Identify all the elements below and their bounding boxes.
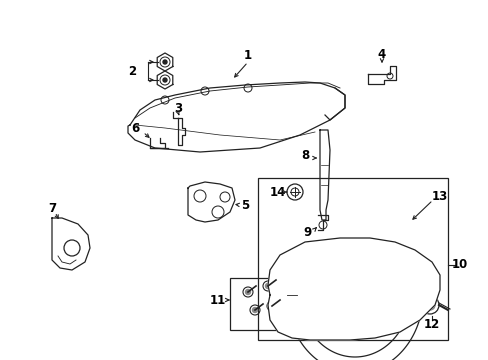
Polygon shape (367, 66, 395, 84)
Text: 5: 5 (241, 198, 248, 212)
Text: 8: 8 (300, 149, 308, 162)
Polygon shape (52, 218, 90, 270)
Text: 10: 10 (451, 258, 467, 271)
Text: 1: 1 (244, 49, 251, 62)
Text: 4: 4 (377, 48, 386, 60)
Polygon shape (267, 238, 439, 340)
Circle shape (269, 303, 274, 309)
Circle shape (265, 284, 270, 288)
Text: 11: 11 (209, 293, 225, 306)
Text: 9: 9 (302, 225, 310, 239)
Circle shape (424, 300, 434, 310)
Bar (258, 178, 447, 340)
Text: 14: 14 (269, 185, 285, 198)
Text: 3: 3 (174, 102, 182, 114)
Text: 2: 2 (128, 64, 136, 77)
Circle shape (163, 78, 167, 82)
Text: 13: 13 (431, 189, 447, 202)
Polygon shape (319, 130, 329, 220)
Circle shape (245, 289, 250, 294)
Text: 12: 12 (423, 319, 439, 332)
Text: 6: 6 (131, 122, 139, 135)
Text: 7: 7 (48, 202, 56, 215)
Circle shape (252, 307, 257, 312)
Polygon shape (187, 182, 235, 222)
Bar (229, 278, 297, 330)
Circle shape (163, 60, 167, 64)
